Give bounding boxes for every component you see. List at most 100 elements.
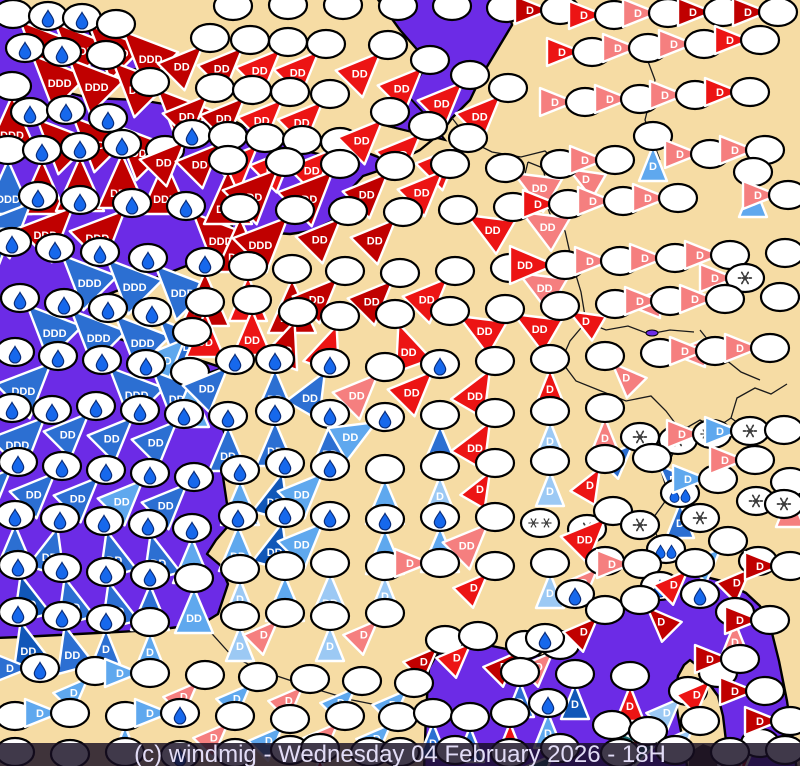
- wind-symbol: [524, 622, 566, 654]
- wind-oval: [377, 701, 419, 733]
- wind-tail-label: DD: [467, 443, 483, 455]
- wind-symbol: DD: [173, 562, 215, 635]
- wind-tail-label: D: [678, 429, 686, 441]
- wind-oval: [267, 26, 309, 58]
- droplet-icon: [133, 403, 147, 422]
- snowflake-icon: [742, 424, 758, 438]
- wind-symbol: D: [708, 444, 776, 476]
- wind-tail: [0, 467, 13, 516]
- wind-symbol: D: [342, 597, 406, 656]
- wind-tail-label: D: [453, 652, 461, 664]
- wind-tail: [349, 217, 398, 266]
- wind-tail-label: DD: [459, 540, 475, 552]
- wind-oval: [85, 39, 127, 71]
- droplet-icon: [173, 706, 187, 725]
- droplet-icon: [115, 137, 129, 156]
- wind-tail: [621, 0, 660, 29]
- country-border: [730, 383, 788, 419]
- wind-tail-label: D: [644, 193, 652, 205]
- wind-symbol: D: [703, 415, 771, 447]
- wind-oval: [584, 443, 626, 475]
- wind-symbol: D: [133, 697, 201, 729]
- droplet-icon: [11, 558, 25, 577]
- wind-tail-label: DD: [290, 67, 306, 79]
- wind-tail: [567, 167, 608, 200]
- wind-tail-label: D: [736, 615, 744, 627]
- wind-tail-label: D: [726, 35, 734, 47]
- wind-tail-label: D: [649, 161, 657, 173]
- wind-symbol: DDD: [0, 226, 33, 306]
- droplet-icon: [680, 488, 691, 503]
- wind-symbol: DDD: [231, 194, 316, 274]
- wind-oval: [734, 444, 776, 476]
- wind-tail-label: D: [582, 316, 590, 328]
- droplet-icon: [378, 512, 392, 531]
- droplet-icon: [278, 506, 292, 525]
- wind-tail: [181, 365, 230, 414]
- wind-tail-label: DD: [114, 496, 130, 508]
- droplet-icon: [323, 356, 337, 375]
- droplet-icon: [143, 568, 157, 587]
- droplet-icon: [13, 291, 27, 310]
- wind-oval: [447, 122, 489, 154]
- wind-tail: [628, 242, 667, 274]
- wind-tail-label: DD: [312, 234, 328, 246]
- wind-oval: [327, 195, 369, 227]
- wind-oval: [429, 148, 471, 180]
- droplet-icon: [89, 399, 103, 418]
- wind-symbol: DD: [130, 398, 205, 468]
- wind-oval: [757, 0, 799, 28]
- wind-tail-label: DD: [156, 157, 172, 169]
- wind-oval: [231, 284, 273, 316]
- droplet-icon: [433, 510, 447, 529]
- wind-tail: [334, 50, 383, 99]
- wind-symbol: DD: [437, 194, 517, 256]
- wind-symbol: DD: [0, 446, 39, 516]
- wind-symbol: DD: [416, 59, 491, 129]
- wind-tail-label: D: [731, 637, 739, 649]
- wind-oval: [499, 656, 541, 688]
- wind-tail-label: D: [6, 663, 14, 675]
- wind-oval: [657, 182, 699, 214]
- wind-tail-label: DD: [467, 391, 483, 403]
- wind-oval: [484, 152, 526, 184]
- droplet-icon: [101, 301, 115, 320]
- droplet-icon: [8, 508, 22, 527]
- wind-tail: [336, 117, 385, 166]
- wind-symbol: D: [569, 443, 626, 507]
- droplet-icon: [23, 105, 37, 124]
- wind-symbol: D: [562, 594, 626, 653]
- wind-tail-label: D: [689, 7, 697, 19]
- wind-oval: [591, 709, 633, 741]
- snowflake-icon: [632, 430, 648, 444]
- wind-tail: [103, 657, 142, 689]
- wind-tail-label: D: [406, 558, 414, 570]
- wind-tail: [657, 28, 696, 60]
- wind-tail-label: D: [744, 7, 752, 19]
- wind-tail: [731, 0, 770, 28]
- wind-tail-label: DDD: [43, 328, 67, 340]
- wind-tail-label: D: [470, 582, 478, 594]
- wind-oval: [632, 120, 674, 152]
- wind-symbol: DD: [156, 22, 231, 92]
- wind-tail: [676, 0, 715, 28]
- wind-tail: [631, 182, 670, 214]
- wind-tail: [637, 144, 669, 183]
- droplet-icon: [35, 143, 49, 162]
- wind-tail-label: D: [736, 343, 744, 355]
- wind-tail: [708, 444, 747, 476]
- wind-tail: [713, 24, 752, 56]
- droplet-icon: [55, 45, 69, 64]
- wind-tail-label: DD: [352, 68, 368, 80]
- wind-tail-label: D: [546, 588, 554, 600]
- wind-tail-label: DD: [401, 347, 417, 359]
- droplet-icon: [57, 296, 71, 315]
- country-border: [560, 321, 682, 432]
- wind-tail-label: DDD: [0, 194, 20, 206]
- wind-tail-label: D: [693, 689, 701, 701]
- wind-oval: [219, 600, 261, 632]
- wind-symbol: D: [601, 32, 669, 64]
- wind-tail-label: D: [641, 253, 649, 265]
- wind-symbol: DDD: [95, 8, 180, 88]
- wind-symbol: D: [393, 547, 461, 579]
